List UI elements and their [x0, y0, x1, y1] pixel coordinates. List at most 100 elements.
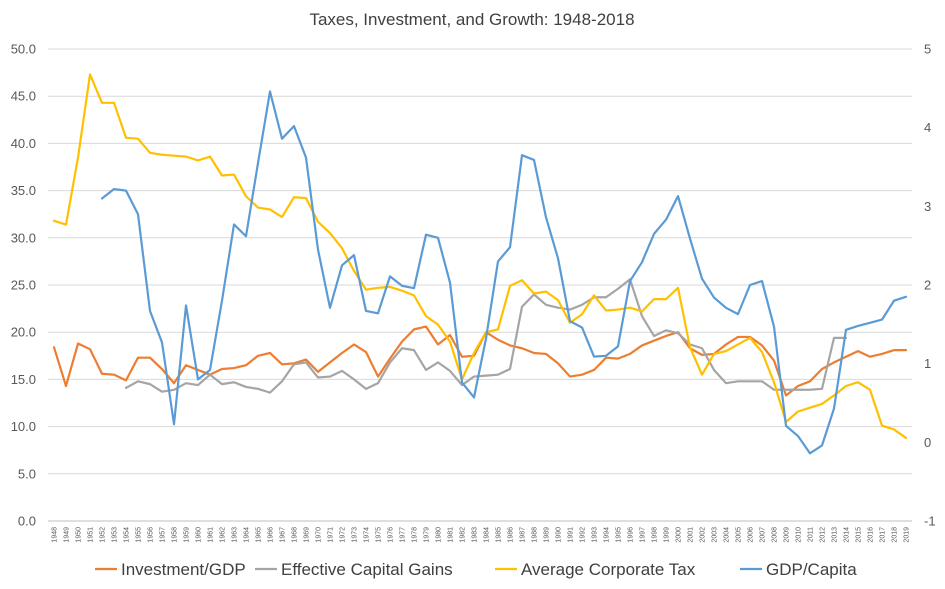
series-lines — [52, 73, 908, 455]
x-tick-label: 2000 — [676, 527, 683, 543]
right-tick-label: 2 — [924, 278, 931, 293]
legend-item-average-corporate-tax: Average Corporate Tax — [495, 560, 696, 579]
left-tick-label: 30.0 — [11, 230, 36, 245]
x-tick-label: 1998 — [652, 527, 659, 543]
series-line-average-corporate-tax — [52, 73, 908, 440]
x-tick-label: 1997 — [640, 527, 647, 543]
right-tick-label: 0 — [924, 435, 931, 450]
x-tick-label: 1958 — [172, 527, 179, 543]
x-tick-label: 1951 — [88, 527, 95, 543]
x-tick-label: 1983 — [472, 527, 479, 543]
x-tick-label: 1979 — [424, 527, 431, 543]
x-tick-label: 1963 — [232, 527, 239, 543]
x-tick-label: 1999 — [664, 527, 671, 543]
left-tick-label: 20.0 — [11, 325, 36, 340]
x-tick-label: 2014 — [844, 527, 851, 543]
left-tick-label: 15.0 — [11, 372, 36, 387]
x-tick-label: 1991 — [568, 527, 575, 543]
x-tick-label: 2001 — [688, 527, 695, 543]
x-tick-label: 1952 — [100, 527, 107, 543]
x-tick-label: 1988 — [532, 527, 539, 543]
x-tick-label: 2004 — [724, 527, 731, 543]
left-tick-label: 45.0 — [11, 89, 36, 104]
right-tick-label: 1 — [924, 356, 931, 371]
legend-label: Average Corporate Tax — [521, 560, 696, 579]
x-tick-label: 1965 — [256, 527, 263, 543]
x-tick-label: 1972 — [340, 527, 347, 543]
right-tick-label: -1 — [924, 514, 936, 529]
x-tick-label: 1995 — [616, 527, 623, 543]
chart-title: Taxes, Investment, and Growth: 1948-2018 — [309, 10, 634, 29]
legend-label: Effective Capital Gains — [281, 560, 453, 579]
x-tick-label: 1971 — [328, 527, 335, 543]
x-tick-label: 1973 — [352, 527, 359, 543]
x-tick-label: 1974 — [364, 527, 371, 543]
x-tick-label: 1982 — [460, 527, 467, 543]
x-tick-label: 1959 — [184, 527, 191, 543]
series-line-effective-capital-gains — [124, 278, 848, 394]
x-tick-label: 1993 — [592, 527, 599, 543]
x-tick-label: 1961 — [208, 527, 215, 543]
x-tick-label: 1987 — [520, 527, 527, 543]
x-tick-label: 1956 — [148, 527, 155, 543]
x-tick-label: 2007 — [760, 527, 767, 543]
x-tick-label: 1992 — [580, 527, 587, 543]
x-tick-label: 1990 — [556, 527, 563, 543]
left-tick-label: 10.0 — [11, 419, 36, 434]
legend-item-investment-gdp: Investment/GDP — [95, 560, 246, 579]
x-tick-label: 1989 — [544, 527, 551, 543]
x-tick-label: 1964 — [244, 527, 251, 543]
x-tick-label: 2019 — [904, 527, 911, 543]
x-tick-label: 1977 — [400, 527, 407, 543]
x-tick-label: 1962 — [220, 527, 227, 543]
x-tick-label: 2018 — [892, 527, 899, 543]
x-tick-label: 1980 — [436, 527, 443, 543]
x-tick-label: 1955 — [136, 527, 143, 543]
x-tick-label: 2013 — [832, 527, 839, 543]
left-tick-label: 5.0 — [18, 466, 36, 481]
x-tick-label: 2012 — [820, 527, 827, 543]
left-y-axis: 0.0 5.0 10.0 15.0 20.0 25.0 30.0 35.0 40.0 45.0 50… — [11, 42, 36, 529]
right-tick-label: 3 — [924, 199, 931, 214]
x-tick-label: 1953 — [112, 527, 119, 543]
x-axis: 1948 1949 1950 1951 1952 1953 1954 1955 1956 1957… — [52, 527, 911, 543]
x-tick-label: 1976 — [388, 527, 395, 543]
left-tick-label: 35.0 — [11, 183, 36, 198]
x-tick-label: 1984 — [484, 527, 491, 543]
x-tick-label: 2011 — [808, 527, 815, 542]
x-tick-label: 1960 — [196, 527, 203, 543]
left-tick-label: 25.0 — [11, 278, 36, 293]
x-tick-label: 1950 — [76, 527, 83, 543]
x-tick-label: 1994 — [604, 527, 611, 543]
x-tick-label: 2005 — [736, 527, 743, 543]
x-tick-label: 2016 — [868, 527, 875, 543]
x-tick-label: 1968 — [292, 527, 299, 543]
left-tick-label: 0.0 — [18, 514, 36, 529]
right-tick-label: 5 — [924, 42, 931, 57]
legend-item-gdp-capita: GDP/Capita — [740, 560, 857, 579]
x-tick-label: 1969 — [304, 527, 311, 543]
x-tick-label: 1954 — [124, 527, 131, 543]
x-tick-label: 2008 — [772, 527, 779, 543]
x-tick-label: 1970 — [316, 527, 323, 543]
x-tick-label: 2009 — [784, 527, 791, 543]
legend-label: Investment/GDP — [121, 560, 246, 579]
x-tick-label: 1967 — [280, 527, 287, 543]
right-tick-label: 4 — [924, 120, 931, 135]
x-tick-label: 2002 — [700, 527, 707, 543]
x-tick-label: 1957 — [160, 527, 167, 543]
x-tick-label: 1948 — [52, 527, 59, 543]
legend: Investment/GDP Effective Capital Gains Ave… — [95, 560, 857, 579]
x-tick-label: 1978 — [412, 527, 419, 543]
gridlines — [48, 48, 912, 522]
right-y-axis: -1 0 1 2 3 4 5 — [924, 42, 936, 529]
left-tick-label: 50.0 — [11, 42, 36, 57]
legend-label: GDP/Capita — [766, 560, 857, 579]
x-tick-label: 2017 — [880, 527, 887, 543]
x-tick-label: 1975 — [376, 527, 383, 543]
x-tick-label: 1985 — [496, 527, 503, 543]
left-tick-label: 40.0 — [11, 136, 36, 151]
x-tick-label: 2003 — [712, 527, 719, 543]
x-tick-label: 2006 — [748, 527, 755, 543]
